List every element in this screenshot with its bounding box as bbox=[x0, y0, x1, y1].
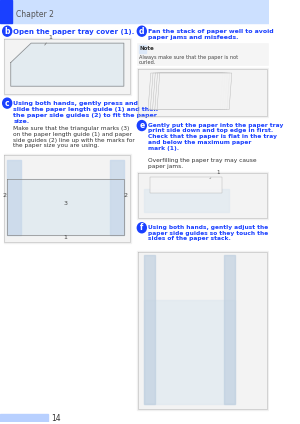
Polygon shape bbox=[144, 300, 235, 404]
Text: e: e bbox=[139, 121, 144, 130]
Polygon shape bbox=[7, 160, 21, 234]
Bar bbox=[137, 173, 268, 219]
Polygon shape bbox=[148, 73, 223, 110]
Bar bbox=[4, 38, 131, 95]
Bar bbox=[139, 45, 146, 53]
Polygon shape bbox=[7, 179, 124, 234]
Text: Always make sure that the paper is not
curled.: Always make sure that the paper is not c… bbox=[139, 55, 238, 65]
Bar bbox=[137, 43, 268, 65]
Text: Open the paper tray cover (1).: Open the paper tray cover (1). bbox=[14, 29, 135, 35]
Polygon shape bbox=[155, 73, 230, 110]
Text: f: f bbox=[140, 223, 143, 232]
Text: Using both hands, gently press and
slide the paper length guide (1) and then
the: Using both hands, gently press and slide… bbox=[14, 101, 158, 123]
Polygon shape bbox=[11, 43, 124, 86]
Text: 3: 3 bbox=[64, 201, 68, 206]
Text: 2: 2 bbox=[124, 193, 128, 198]
Bar bbox=[137, 68, 268, 117]
Bar bbox=[0, 0, 269, 23]
Text: b: b bbox=[4, 27, 10, 36]
Text: Using both hands, gently adjust the
paper side guides so they touch the
sides of: Using both hands, gently adjust the pape… bbox=[148, 225, 268, 241]
Circle shape bbox=[137, 120, 146, 131]
Text: 1: 1 bbox=[45, 35, 52, 45]
Text: 1: 1 bbox=[210, 170, 220, 179]
Bar bbox=[0, 0, 12, 23]
Polygon shape bbox=[157, 73, 232, 110]
Bar bbox=[0, 414, 49, 422]
Text: Note: Note bbox=[139, 46, 154, 51]
Polygon shape bbox=[224, 255, 235, 404]
Text: d: d bbox=[139, 27, 145, 36]
Bar bbox=[137, 251, 268, 410]
Circle shape bbox=[3, 26, 12, 36]
Text: 14: 14 bbox=[51, 414, 61, 423]
Text: Overfilling the paper tray may cause
paper jams.: Overfilling the paper tray may cause pap… bbox=[148, 159, 257, 169]
Polygon shape bbox=[150, 177, 222, 193]
Circle shape bbox=[137, 26, 146, 36]
Circle shape bbox=[137, 223, 146, 233]
Text: 1: 1 bbox=[64, 234, 68, 240]
Text: Gently put the paper into the paper tray
print side down and top edge in first.
: Gently put the paper into the paper tray… bbox=[148, 123, 284, 151]
Polygon shape bbox=[144, 190, 229, 212]
Text: Make sure that the triangular marks (3)
on the paper length guide (1) and paper
: Make sure that the triangular marks (3) … bbox=[14, 126, 135, 148]
Polygon shape bbox=[153, 73, 227, 110]
Text: 2: 2 bbox=[2, 193, 7, 198]
Text: c: c bbox=[5, 99, 10, 108]
Text: Fan the stack of paper well to avoid
paper jams and misfeeds.: Fan the stack of paper well to avoid pap… bbox=[148, 29, 274, 40]
Polygon shape bbox=[110, 160, 124, 234]
Bar bbox=[4, 154, 131, 243]
Text: Chapter 2: Chapter 2 bbox=[16, 10, 54, 19]
Circle shape bbox=[3, 98, 12, 108]
Polygon shape bbox=[150, 73, 225, 110]
Polygon shape bbox=[144, 255, 154, 404]
